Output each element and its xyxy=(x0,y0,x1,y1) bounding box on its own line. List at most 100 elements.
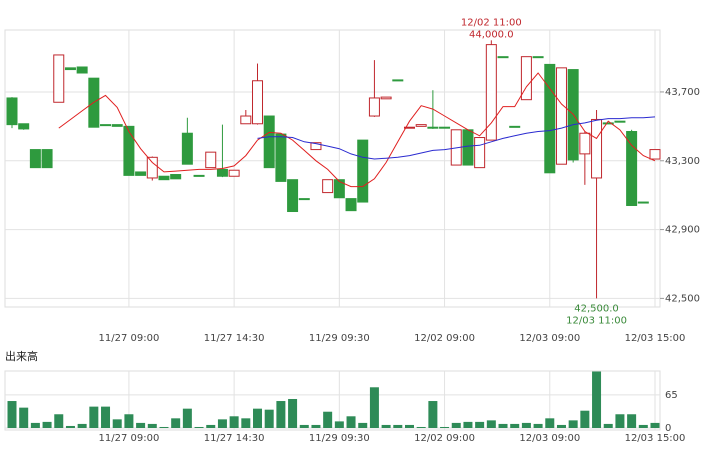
volume-bar xyxy=(241,418,251,428)
candle-body xyxy=(532,56,544,59)
candle-body xyxy=(53,54,65,103)
candle-body xyxy=(579,132,591,155)
volume-bar xyxy=(136,422,146,428)
candle-body xyxy=(439,126,451,129)
volume-bar xyxy=(217,419,227,428)
candle-body xyxy=(462,129,474,166)
volume-bar xyxy=(276,401,286,428)
volume-bar xyxy=(89,406,99,428)
candle-body xyxy=(380,96,392,100)
candle-body xyxy=(146,156,158,179)
volume-bar xyxy=(580,410,590,428)
candle-body xyxy=(252,80,264,125)
volume-bar xyxy=(463,421,473,428)
volume-bar xyxy=(592,371,602,428)
volume-bar xyxy=(486,420,496,428)
candle-body xyxy=(100,124,112,127)
volume-panel xyxy=(4,370,661,431)
volume-bar xyxy=(171,418,181,428)
volume-bar xyxy=(346,416,356,428)
volume-bar xyxy=(381,424,391,428)
candle-body xyxy=(228,169,240,177)
volume-bar xyxy=(299,424,309,428)
volume-tick-label: 0 xyxy=(665,423,671,434)
volume-bar xyxy=(603,423,613,428)
candle-body xyxy=(427,126,439,129)
moving-average-line xyxy=(257,116,656,160)
volume-bar xyxy=(323,411,333,428)
volume-x-tick-label: 11/29 09:30 xyxy=(309,433,370,444)
candle-body xyxy=(368,97,380,117)
x-tick-label: 12/03 15:00 xyxy=(625,333,686,344)
candle-body xyxy=(263,115,275,169)
candle-body xyxy=(333,179,345,199)
volume-bar xyxy=(253,408,263,428)
volume-bar xyxy=(159,426,169,428)
volume-bar xyxy=(545,418,555,428)
candle-body xyxy=(29,149,41,169)
volume-label: 出来高 xyxy=(5,349,38,363)
volume-x-tick-label: 11/27 09:00 xyxy=(98,433,159,444)
volume-x-tick-label: 12/03 15:00 xyxy=(625,433,686,444)
volume-bar xyxy=(416,426,426,428)
candle-body xyxy=(287,179,299,213)
volume-bar xyxy=(147,423,157,428)
volume-bar xyxy=(288,398,298,428)
price-panel xyxy=(4,29,661,308)
volume-x-tick-label: 11/27 14:30 xyxy=(204,433,265,444)
volume-bar xyxy=(194,426,204,428)
candle-body xyxy=(602,122,614,125)
volume-bar xyxy=(311,424,321,428)
candle-body xyxy=(614,120,626,123)
volume-bar xyxy=(124,414,134,428)
candle-body xyxy=(485,44,497,141)
volume-bar xyxy=(19,407,29,428)
candle-body xyxy=(520,56,532,101)
volume-bar xyxy=(77,423,87,428)
volume-bar xyxy=(510,423,520,428)
volume-bar xyxy=(229,416,239,428)
candle-body xyxy=(123,125,135,176)
volume-bar xyxy=(369,387,379,428)
volume-bar xyxy=(451,422,461,428)
volume-bar xyxy=(498,423,508,428)
annotation: 44,000.0 xyxy=(469,29,514,40)
y-tick-label: 43,300 xyxy=(665,156,700,167)
volume-bar xyxy=(54,414,64,428)
volume-bar xyxy=(404,424,414,428)
candle-body xyxy=(392,79,404,82)
candle-body xyxy=(135,171,147,176)
volume-bar xyxy=(42,421,52,428)
candle-body xyxy=(6,97,18,126)
volume-bar xyxy=(568,420,578,428)
candle-body xyxy=(474,137,486,169)
candle-body xyxy=(637,201,649,204)
x-tick-label: 11/27 09:00 xyxy=(98,333,159,344)
volume-bar xyxy=(182,408,192,428)
candle-body xyxy=(111,124,123,127)
volume-bar xyxy=(428,401,438,428)
volume-bar xyxy=(264,409,274,428)
volume-bar xyxy=(650,422,660,428)
volume-x-tick-label: 12/03 09:00 xyxy=(519,433,580,444)
x-tick-label: 11/29 09:30 xyxy=(309,333,370,344)
volume-bar xyxy=(638,424,648,428)
volume-bar xyxy=(334,421,344,428)
candle-body xyxy=(649,149,661,160)
volume-bar xyxy=(615,414,625,428)
candle-body xyxy=(298,198,310,201)
candle-body xyxy=(345,198,357,212)
candle-body xyxy=(497,56,509,59)
volume-bar xyxy=(101,406,111,428)
volume-bar xyxy=(556,424,566,428)
volume-bar xyxy=(206,424,216,428)
y-tick-label: 42,500 xyxy=(665,293,700,304)
volume-bar xyxy=(521,422,531,428)
volume-bar xyxy=(393,424,403,428)
candle-body xyxy=(415,124,427,127)
candle-body xyxy=(216,168,228,177)
candle-body xyxy=(193,174,205,177)
candle-body xyxy=(310,142,322,151)
x-tick-label: 12/02 09:00 xyxy=(414,333,475,344)
candle-body xyxy=(544,63,556,174)
